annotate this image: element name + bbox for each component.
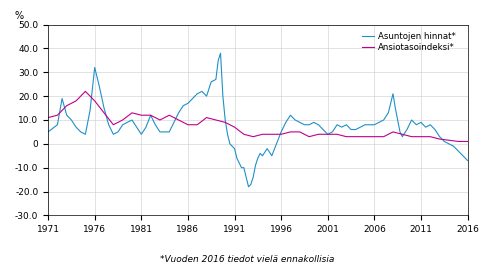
Ansiotasoindeksi* xyxy=(381,135,387,138)
Ansiotasoindeksi* xyxy=(241,133,247,136)
Ansiotasoindeksi* xyxy=(316,133,322,136)
Ansiotasoindeksi* xyxy=(194,123,200,126)
Asuntojen hinnat* xyxy=(427,123,433,126)
Ansiotasoindeksi* xyxy=(288,130,293,134)
Ansiotasoindeksi* xyxy=(213,118,219,122)
Ansiotasoindeksi* xyxy=(371,135,377,138)
Ansiotasoindeksi* xyxy=(399,133,405,136)
Ansiotasoindeksi* xyxy=(343,135,349,138)
Ansiotasoindeksi* xyxy=(82,90,88,93)
Ansiotasoindeksi* xyxy=(437,138,443,141)
Ansiotasoindeksi* xyxy=(418,135,424,138)
Ansiotasoindeksi* xyxy=(259,133,265,136)
Text: *Vuoden 2016 tiedot vielä ennakollisia: *Vuoden 2016 tiedot vielä ennakollisia xyxy=(160,255,334,264)
Ansiotasoindeksi* xyxy=(250,135,256,138)
Ansiotasoindeksi* xyxy=(54,114,60,117)
Ansiotasoindeksi* xyxy=(45,116,51,119)
Asuntojen hinnat* xyxy=(464,159,470,162)
Asuntojen hinnat* xyxy=(283,121,289,124)
Ansiotasoindeksi* xyxy=(129,111,135,114)
Asuntojen hinnat* xyxy=(246,185,251,188)
Ansiotasoindeksi* xyxy=(176,118,182,122)
Ansiotasoindeksi* xyxy=(427,135,433,138)
Ansiotasoindeksi* xyxy=(166,114,172,117)
Line: Ansiotasoindeksi*: Ansiotasoindeksi* xyxy=(48,91,467,142)
Ansiotasoindeksi* xyxy=(409,135,414,138)
Ansiotasoindeksi* xyxy=(204,116,209,119)
Line: Asuntojen hinnat*: Asuntojen hinnat* xyxy=(48,53,467,187)
Ansiotasoindeksi* xyxy=(101,111,107,114)
Ansiotasoindeksi* xyxy=(306,135,312,138)
Ansiotasoindeksi* xyxy=(325,133,330,136)
Legend: Asuntojen hinnat*, Ansiotasoindeksi*: Asuntojen hinnat*, Ansiotasoindeksi* xyxy=(358,29,459,55)
Ansiotasoindeksi* xyxy=(334,133,340,136)
Ansiotasoindeksi* xyxy=(464,140,470,143)
Ansiotasoindeksi* xyxy=(297,130,303,134)
Ansiotasoindeksi* xyxy=(455,140,461,143)
Ansiotasoindeksi* xyxy=(185,123,191,126)
Y-axis label: %: % xyxy=(14,11,23,21)
Asuntojen hinnat* xyxy=(217,52,223,55)
Ansiotasoindeksi* xyxy=(92,99,98,103)
Ansiotasoindeksi* xyxy=(353,135,359,138)
Ansiotasoindeksi* xyxy=(110,123,116,126)
Ansiotasoindeksi* xyxy=(269,133,275,136)
Ansiotasoindeksi* xyxy=(278,133,284,136)
Ansiotasoindeksi* xyxy=(446,139,452,142)
Ansiotasoindeksi* xyxy=(390,130,396,134)
Ansiotasoindeksi* xyxy=(232,126,238,129)
Ansiotasoindeksi* xyxy=(157,118,163,122)
Asuntojen hinnat* xyxy=(441,140,447,143)
Ansiotasoindeksi* xyxy=(64,104,70,107)
Asuntojen hinnat* xyxy=(45,130,51,134)
Ansiotasoindeksi* xyxy=(222,121,228,124)
Ansiotasoindeksi* xyxy=(362,135,368,138)
Ansiotasoindeksi* xyxy=(138,114,144,117)
Asuntojen hinnat* xyxy=(432,128,438,131)
Asuntojen hinnat* xyxy=(418,121,424,124)
Ansiotasoindeksi* xyxy=(73,99,79,103)
Ansiotasoindeksi* xyxy=(120,118,125,122)
Ansiotasoindeksi* xyxy=(148,114,154,117)
Asuntojen hinnat* xyxy=(176,111,182,114)
